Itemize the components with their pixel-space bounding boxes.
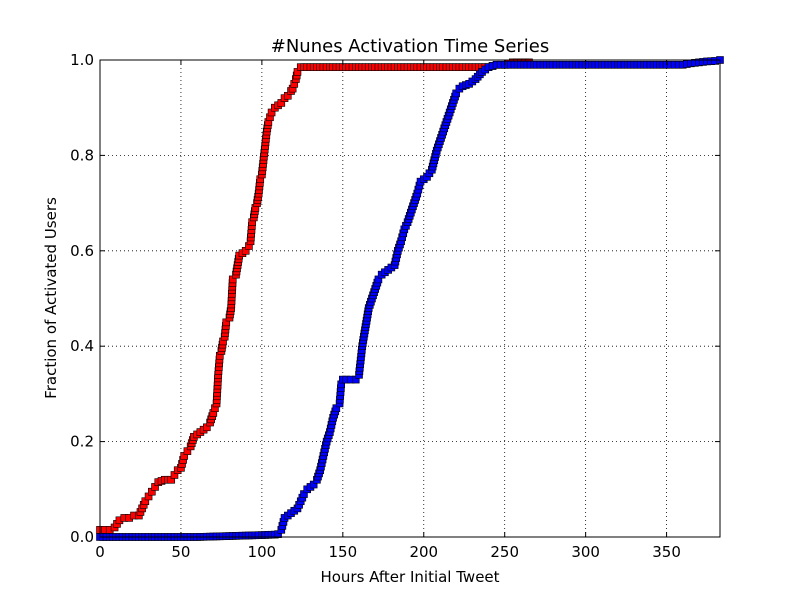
series-1 xyxy=(96,56,724,541)
y-tick-label: 0.0 xyxy=(70,528,94,546)
series-line xyxy=(100,59,721,538)
x-tick-label: 250 xyxy=(490,543,519,561)
y-tick-label: 0.2 xyxy=(70,433,94,451)
x-tick-label: 100 xyxy=(248,543,277,561)
chart-title: #Nunes Activation Time Series xyxy=(271,36,550,57)
x-tick-label: 300 xyxy=(571,543,600,561)
series-layer xyxy=(96,56,724,541)
y-axis-label: Fraction of Activated Users xyxy=(42,197,60,399)
y-tick-label: 0.8 xyxy=(70,146,94,164)
y-tick-label: 0.6 xyxy=(70,242,94,260)
grid xyxy=(99,59,720,538)
x-axis-label: Hours After Initial Tweet xyxy=(320,568,499,586)
x-tick-label: 200 xyxy=(409,543,438,561)
y-tick-label: 0.4 xyxy=(70,337,94,355)
x-tick-label: 50 xyxy=(171,543,190,561)
x-tick-label: 0 xyxy=(95,543,105,561)
series-line xyxy=(100,61,529,531)
series-0 xyxy=(96,58,533,534)
plot-frame xyxy=(99,59,721,538)
x-tick-label: 350 xyxy=(652,543,681,561)
x-tick-label: 150 xyxy=(328,543,357,561)
ticks: 0 50 100 150 200 250 300 350 0.0 0.2 0.4 0.6 0.8 1.0 xyxy=(70,51,720,561)
y-tick-label: 1.0 xyxy=(70,51,94,69)
